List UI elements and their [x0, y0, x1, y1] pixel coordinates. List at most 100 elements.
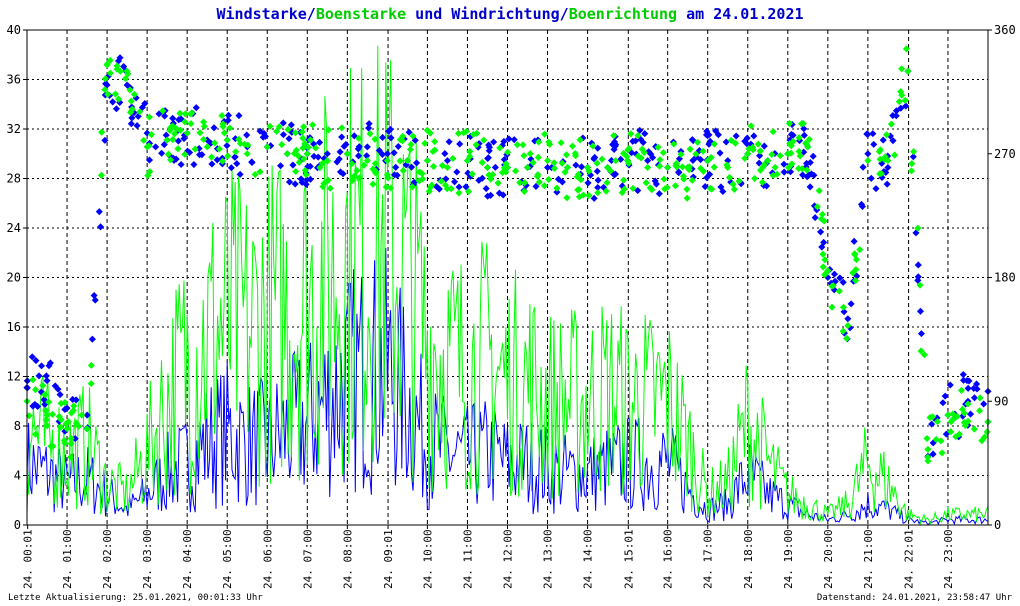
- scatter-mark-boenrichtung: [348, 160, 356, 168]
- scatter-mark-windrichtung: [946, 381, 954, 389]
- scatter-mark-windrichtung: [83, 411, 91, 419]
- x-tick-label: 24. 07:00: [301, 529, 314, 589]
- scatter-mark-windrichtung: [882, 168, 890, 177]
- scatter-mark-windrichtung: [800, 148, 808, 156]
- scatter-mark-boenrichtung: [171, 130, 179, 138]
- scatter-mark-boenrichtung: [275, 123, 283, 131]
- y-left-tick-label: 28: [7, 172, 21, 186]
- scatter-mark-boenrichtung: [978, 437, 986, 445]
- scatter-mark-boenrichtung: [938, 449, 946, 457]
- data-point-boenrichtung: [363, 157, 371, 165]
- scatter-mark-boenrichtung: [686, 145, 694, 153]
- scatter-mark-boenrichtung: [469, 130, 477, 138]
- scatter-mark-boenrichtung: [61, 399, 69, 407]
- scatter-mark-windrichtung: [198, 151, 206, 159]
- scatter-mark-boenrichtung: [851, 250, 859, 258]
- scatter-mark-boenrichtung: [557, 139, 565, 147]
- scatter-mark-windrichtung: [590, 155, 598, 163]
- scatter-mark-boenrichtung: [304, 143, 312, 151]
- scatter-mark-windrichtung: [611, 142, 619, 150]
- scatter-mark-windrichtung: [629, 137, 637, 145]
- scatter-mark-boenrichtung: [48, 410, 57, 418]
- scatter-mark-boenrichtung: [292, 146, 300, 154]
- scatter-mark-boenrichtung: [181, 118, 189, 126]
- scatter-mark-windrichtung: [256, 127, 264, 135]
- scatter-mark-boenrichtung: [104, 90, 112, 98]
- scatter-mark-boenrichtung: [699, 147, 707, 155]
- scatter-mark-boenrichtung: [802, 139, 810, 147]
- scatter-mark-boenrichtung: [299, 144, 307, 152]
- scatter-mark-boenrichtung: [371, 160, 379, 168]
- scatter-mark-boenrichtung: [877, 169, 885, 177]
- scatter-mark-windrichtung: [190, 161, 198, 169]
- scatter-mark-windrichtung: [641, 130, 649, 138]
- scatter-mark-boenrichtung: [136, 108, 144, 116]
- scatter-mark-boenrichtung: [598, 155, 606, 163]
- series-line-windstarke: [26, 248, 989, 526]
- scatter-mark-windrichtung: [379, 133, 387, 142]
- scatter-mark-boenrichtung: [707, 153, 715, 162]
- scatter-mark-windrichtung: [760, 142, 768, 150]
- scatter-mark-boenrichtung: [561, 168, 569, 176]
- scatter-mark-boenrichtung: [326, 184, 334, 192]
- y-right-tick-label: 360: [994, 23, 1016, 37]
- scatter-mark-windrichtung: [867, 174, 875, 182]
- scatter-mark-boenrichtung: [758, 178, 766, 186]
- scatter-mark-windrichtung: [133, 122, 141, 130]
- scatter-mark-boenrichtung: [371, 135, 379, 143]
- x-tick-label: 24. 04:00: [181, 529, 194, 589]
- scatter-mark-windrichtung: [227, 164, 235, 172]
- scatter-mark-boenrichtung: [220, 129, 228, 137]
- series-boenstarke: [26, 45, 989, 526]
- scatter-mark-boenrichtung: [856, 246, 864, 254]
- scatter-mark-windrichtung: [456, 140, 464, 148]
- scatter-mark-windrichtung: [869, 130, 877, 138]
- scatter-mark-boenrichtung: [876, 155, 884, 163]
- scatter-mark-windrichtung: [532, 182, 540, 190]
- data-point-boenrichtung: [263, 143, 271, 151]
- scatter-mark-boenrichtung: [460, 129, 468, 137]
- data-point-boenrichtung: [383, 157, 391, 165]
- scatter-mark-boenrichtung: [200, 118, 208, 126]
- scatter-mark-boenrichtung: [32, 386, 40, 394]
- y-left-tick-label: 12: [7, 370, 21, 384]
- scatter-mark-boenrichtung: [75, 422, 83, 430]
- data-point-boenrichtung: [964, 400, 972, 408]
- scatter-mark-windrichtung: [917, 330, 925, 338]
- scatter-mark-boenrichtung: [819, 250, 827, 258]
- scatter-mark-windrichtung: [717, 183, 725, 191]
- footer-data-status: Datenstand: 24.01.2021, 23:58:47 Uhr: [816, 593, 1012, 603]
- scatter-mark-windrichtung: [810, 171, 818, 179]
- scatter-mark-windrichtung: [112, 105, 120, 113]
- scatter-mark-boenrichtung: [187, 120, 195, 128]
- scatter-mark-boenrichtung: [447, 185, 455, 193]
- scatter-mark-boenrichtung: [57, 416, 65, 424]
- scatter-mark-boenrichtung: [295, 158, 303, 166]
- scatter-mark-boenrichtung: [895, 98, 903, 106]
- scatter-mark-boenrichtung: [574, 186, 582, 194]
- scatter-mark-boenrichtung: [683, 194, 691, 202]
- scatter-mark-boenrichtung: [671, 182, 680, 190]
- scatter-mark-windrichtung: [316, 138, 324, 146]
- scatter-mark-boenrichtung: [472, 141, 480, 149]
- scatter-mark-windrichtung: [675, 169, 683, 177]
- scatter-mark-boenrichtung: [360, 161, 368, 169]
- scatter-mark-boenrichtung: [550, 159, 558, 167]
- scatter-mark-boenrichtung: [29, 376, 37, 384]
- scatter-mark-boenrichtung: [43, 422, 51, 430]
- scatter-mark-windrichtung: [491, 163, 499, 171]
- scatter-mark-boenrichtung: [957, 386, 965, 394]
- scatter-mark-boenrichtung: [438, 161, 446, 170]
- scatter-mark-boenrichtung: [754, 140, 762, 148]
- scatter-mark-boenrichtung: [302, 171, 310, 179]
- scatter-mark-boenrichtung: [516, 179, 524, 187]
- scatter-mark-windrichtung: [487, 191, 495, 199]
- scatter-mark-windrichtung: [102, 80, 110, 88]
- scatter-mark-windrichtung: [127, 120, 135, 128]
- scatter-mark-boenrichtung: [654, 143, 662, 151]
- scatter-mark-boenrichtung: [891, 151, 899, 159]
- scatter-mark-windrichtung: [71, 435, 79, 443]
- scatter-mark-boenrichtung: [325, 126, 333, 134]
- scatter-mark-boenrichtung: [494, 179, 502, 187]
- scatter-mark-windrichtung: [809, 152, 817, 160]
